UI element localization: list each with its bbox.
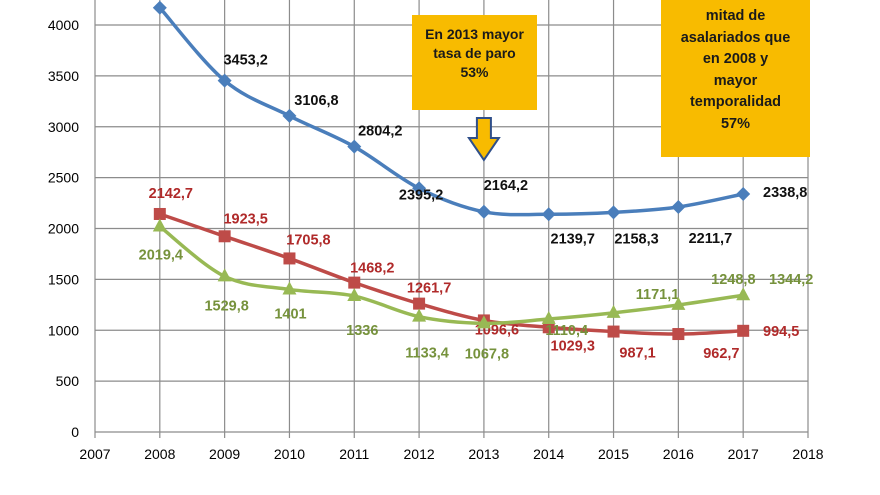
data-point-diamond [541,207,556,222]
y-tick-label: 3000 [48,119,79,135]
y-tick-label: 1000 [48,322,79,338]
data-point-square [218,230,231,243]
x-tick-label: 2013 [468,446,499,462]
data-label: 1248,8 [711,272,755,288]
data-label: 1468,2 [350,261,394,277]
x-tick-label: 2007 [79,446,110,462]
data-point-square [542,321,555,334]
data-point-diamond [217,73,232,88]
data-label: 1344,2 [769,272,813,288]
data-label: 2139,7 [551,231,595,247]
data-label: 1110,4 [545,323,588,339]
data-point-diamond [282,108,297,123]
annotation-box-salaried: mitad de asalariados que en 2008 y mayor… [661,0,810,157]
data-label: 1261,7 [407,281,451,297]
data-point-diamond [152,0,167,15]
data-label: 1133,4 [405,346,449,362]
data-label: 994,5 [763,324,799,340]
data-label: 987,1 [619,346,655,362]
series-line [158,6,744,217]
data-label: 1705,8 [286,232,330,248]
data-point-triangle [347,288,362,302]
x-tick-label: 2010 [274,446,305,462]
data-point-triangle [412,308,427,322]
data-point-diamond [671,199,686,214]
data-label: 2158,3 [614,231,658,247]
data-label: 2395,2 [399,187,443,203]
x-tick-label: 2018 [792,446,823,462]
data-label: 1923,5 [223,211,267,227]
y-tick-label: 2000 [48,221,79,237]
annotation-line: asalariados que [680,29,791,46]
x-tick-label: 2012 [404,446,435,462]
data-label: 1336 [346,323,378,339]
annotation-line: 57% [720,115,751,132]
data-label: 1029,3 [551,338,595,354]
data-label: 2338,8 [763,185,807,201]
data-point-triangle [606,304,621,318]
annotation-line: 53% [460,64,489,80]
data-label: 3106,8 [294,93,338,109]
series-line [159,212,744,336]
x-tick-label: 2015 [598,446,629,462]
annotation-line: En 2013 mayor [425,26,524,42]
y-tick-label: 2500 [48,170,79,186]
data-label: 2164,2 [484,178,528,194]
x-tick-label: 2011 [339,446,369,462]
data-point-square [153,207,166,220]
series-line [158,225,744,326]
data-point-triangle [541,311,556,325]
data-label: 1067,8 [465,346,509,362]
data-label: 1529,8 [204,298,248,314]
data-point-triangle [217,268,232,282]
data-label: 1171,1 [636,287,680,303]
data-point-square [737,324,750,337]
y-tick-label: 4000 [48,17,79,33]
annotation-line: temporalidad [689,94,782,110]
data-label: 962,7 [703,346,739,362]
data-label: 2211,7 [689,231,733,247]
data-point-triangle [152,218,167,232]
annotation-line: mitad de [705,8,766,24]
y-tick-label: 1500 [48,271,79,287]
x-tick-label: 2014 [533,446,564,462]
x-tick-label: 2017 [728,446,759,462]
x-tick-label: 2008 [144,446,175,462]
data-label: 2142,7 [149,186,193,202]
data-label: 2804,2 [358,124,402,140]
data-label: 2019,4 [139,248,183,264]
annotation-line: mayor [713,72,758,89]
data-point-square [413,297,426,310]
data-point-square [672,328,685,341]
annotation-line: tasa de paro [433,45,516,61]
y-tick-label: 500 [56,373,80,389]
data-label: 1401 [274,306,306,322]
annotation-box-2013: En 2013 mayor tasa de paro 53% [412,15,537,110]
data-point-triangle [282,281,297,295]
data-point-triangle [476,315,491,329]
data-point-square [348,276,361,289]
y-tick-label: 0 [71,424,79,440]
data-label: 3453,2 [223,53,267,69]
x-tick-label: 2016 [663,446,694,462]
down-arrow-icon [467,117,501,162]
data-point-diamond [412,181,427,196]
data-point-square [283,252,296,265]
x-tick-label: 2009 [209,446,240,462]
data-point-diamond [606,205,621,220]
data-point-diamond [476,204,491,219]
y-tick-label: 3500 [48,68,79,84]
annotation-line: en 2008 y [702,51,769,67]
data-point-diamond [736,187,751,202]
data-point-square [607,325,620,338]
data-point-triangle [671,296,686,310]
data-point-triangle [736,287,751,301]
data-point-diamond [347,139,362,154]
